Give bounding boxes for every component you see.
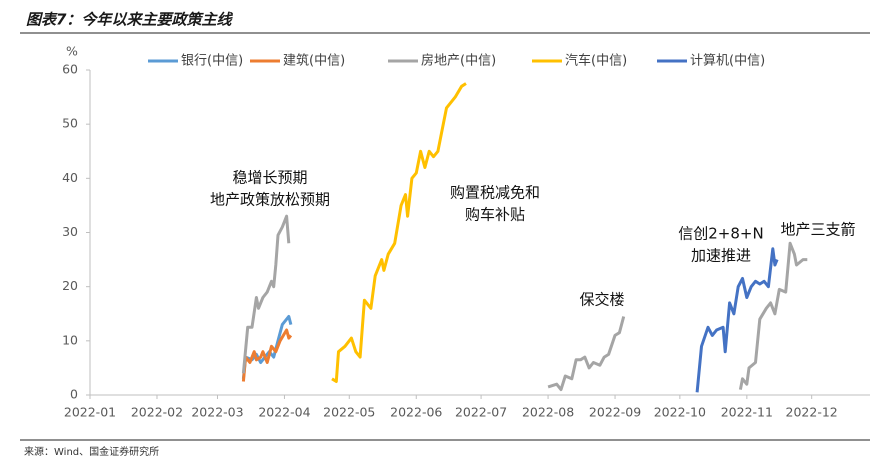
legend-label: 计算机(中信) [690, 54, 765, 69]
x-tick-label: 2022-02 [131, 405, 183, 420]
annotation: 稳增长预期 [232, 169, 307, 187]
series-line [695, 247, 779, 393]
x-tick-label: 2022-04 [258, 405, 310, 420]
x-tick-label: 2022-09 [589, 405, 641, 420]
y-tick-label: 40 [62, 170, 78, 185]
x-tick-label: 2022-12 [786, 405, 838, 420]
chart-title: 图表7：今年以来主要政策主线 [26, 11, 233, 29]
x-tick-label: 2022-01 [64, 405, 116, 420]
x-tick-label: 2022-06 [390, 405, 442, 420]
y-unit: % [66, 44, 78, 59]
annotation: 购置税减免和 [450, 184, 540, 202]
legend-label: 银行(中信) [181, 54, 243, 69]
y-tick-label: 50 [62, 116, 78, 131]
annotation: 加速推进 [691, 247, 751, 265]
annotation: 地产三支箭 [780, 221, 855, 239]
x-tick-label: 2022-03 [191, 405, 243, 420]
x-tick-label: 2022-05 [323, 405, 375, 420]
x-tick-label: 2022-07 [455, 405, 507, 420]
series-line [241, 214, 808, 392]
legend-label: 房地产(中信) [421, 53, 496, 69]
y-tick-label: 10 [62, 332, 78, 347]
y-tick-label: 0 [70, 387, 78, 402]
series-line [241, 328, 293, 382]
x-tick-label: 2022-11 [721, 405, 773, 420]
series-line [331, 82, 467, 383]
y-tick-label: 20 [62, 278, 78, 293]
annotation: 地产政策放松预期 [210, 191, 330, 209]
y-tick-label: 30 [62, 224, 78, 239]
source: 来源：Wind、国金证券研究所 [24, 445, 159, 458]
x-tick-label: 2022-10 [654, 405, 706, 420]
legend-label: 建筑(中信) [283, 53, 345, 69]
annotation: 购车补贴 [465, 206, 525, 224]
legend-label: 汽车(中信) [565, 53, 627, 69]
annotation: 信创2+8+N [678, 225, 763, 243]
y-tick-label: 60 [62, 62, 78, 77]
annotation: 保交楼 [579, 291, 624, 309]
x-tick-label: 2022-08 [522, 405, 574, 420]
